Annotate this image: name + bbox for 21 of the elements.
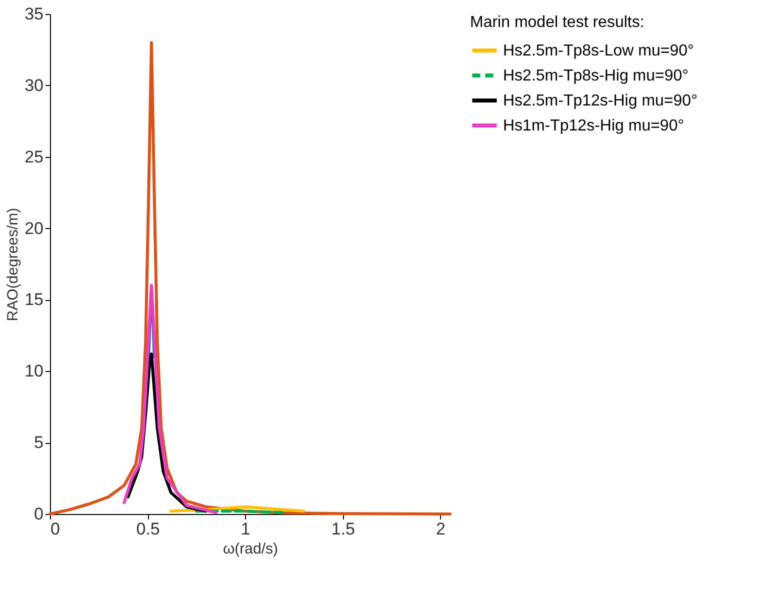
x-tick-label: 1.5 (331, 520, 356, 538)
x-tick-label: 0 (50, 520, 60, 538)
legend-label: Hs1m-Tp12s-Hig mu=90° (503, 118, 684, 134)
x-tick-label: 2 (436, 520, 446, 538)
y-axis-title: RAO(degrees/m) (4, 208, 22, 322)
y-tick-label: 30 (24, 76, 44, 95)
y-tick-label: 20 (24, 218, 44, 238)
legend-label: Hs2.5m-Tp8s-Low mu=90° (503, 42, 694, 60)
legend-label: Hs2.5m-Tp8s-Hig mu=90° (503, 68, 689, 84)
x-tick-label: 0.5 (136, 520, 160, 538)
x-tick-label: 1 (240, 520, 250, 538)
y-tick-label: 35 (24, 4, 44, 24)
y-tick-label: 5 (34, 433, 44, 452)
y-tick-label: 15 (24, 290, 44, 310)
line-series (122, 284, 218, 514)
y-tick-label: 10 (24, 362, 44, 381)
legend-label: Hs2.5m-Tp12s-Hig mu=90° (503, 92, 698, 110)
y-tick-label: 25 (24, 147, 44, 166)
x-axis-title: ω(rad/s) (222, 540, 278, 558)
y-tick-label: 0 (34, 504, 44, 524)
legend-title: Marin model test results: (470, 14, 644, 31)
